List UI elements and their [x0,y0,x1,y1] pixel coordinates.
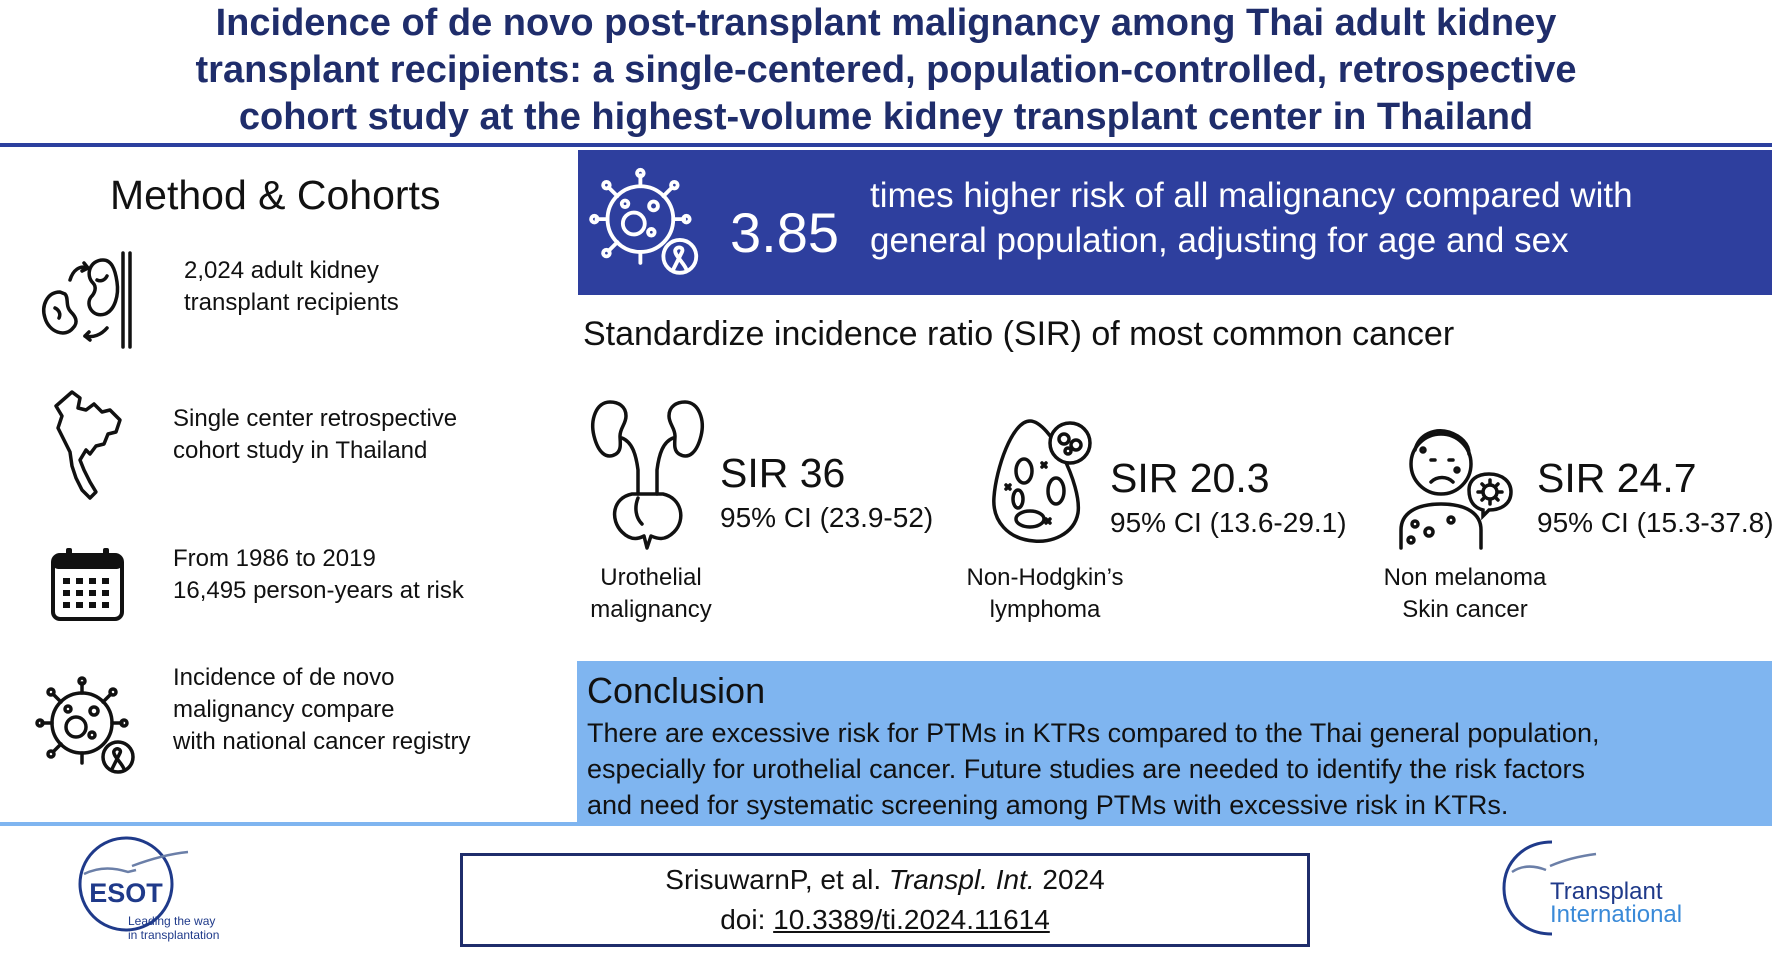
skin-rash-icon [1399,429,1513,550]
method-item-1-line-1: 2,024 adult kidney [184,257,379,284]
transplant-international-logo: Transplant International [1502,840,1682,936]
risk-ratio-line-1: times higher risk of all malignancy comp… [870,176,1633,215]
conclusion-panel [577,661,1772,823]
sir-value-skin-cancer: SIR 24.7 [1537,455,1697,501]
citation-doi-line: doi: 10.3389/ti.2024.11614 [463,904,1307,936]
lymphoma-cell-icon [992,419,1092,544]
citation-year: 2024 [1034,864,1105,895]
page-title: Incidence of de novo post-transplant mal… [0,0,1772,141]
title-line-1: Incidence of de novo post-transplant mal… [215,2,1557,44]
citation-reference: SrisuwarnP, et al. Transpl. Int. 2024 [463,864,1307,896]
citation-box: SrisuwarnP, et al. Transpl. Int. 2024 do… [460,853,1310,947]
urinary-tract-icon [591,400,704,550]
citation-journal: Transpl. Int. [888,864,1035,895]
conclusion-line-1: There are excessive risk for PTMs in KTR… [587,718,1600,748]
sir-ci-skin-cancer: 95% CI (15.3-37.8) [1537,507,1772,538]
esot-tagline-2: in transplantation [128,928,219,942]
kidney-transplant-icon [42,251,132,349]
esot-tagline-1: Leading the way [128,914,215,928]
cancer-cell-icon [589,167,699,275]
sir-heading: Standardize incidence ratio (SIR) of mos… [583,315,1455,353]
risk-ratio-value: 3.85 [730,201,839,264]
citation-doi-link[interactable]: 10.3389/ti.2024.11614 [773,904,1050,935]
citation-authors: SrisuwarnP, et al. [665,864,889,895]
method-item-4: Incidence of de novo malignancy compare … [173,662,470,758]
method-item-4-line-1: Incidence of de novo [173,664,395,691]
method-item-1: 2,024 adult kidney transplant recipients [184,255,399,319]
ti-line-2: International [1550,901,1682,928]
cancer-label-lymphoma: Non-Hodgkin’s lymphoma [950,562,1140,626]
risk-ratio-description: times higher risk of all malignancy comp… [870,173,1633,263]
cancer-label-urothelial-line-1: Urothelial [600,564,702,591]
cancer-cell-icon [35,676,135,774]
cancer-label-lymphoma-line-2: lymphoma [989,596,1101,623]
sir-ci-urothelial: 95% CI (23.9-52) [720,502,934,533]
sir-value-urothelial: SIR 36 [720,450,846,496]
conclusion-heading: Conclusion [587,670,766,711]
cancer-label-lymphoma-line-1: Non-Hodgkin’s [966,564,1124,591]
conclusion-text: There are excessive risk for PTMs in KTR… [587,715,1599,823]
title-line-2: transplant recipients: a single-centered… [195,49,1577,91]
cancer-label-urothelial: Urothelial malignancy [576,562,726,626]
conclusion-line-3: and need for systematic screening among … [587,790,1509,820]
cancer-label-skin-cancer: Non melanoma Skin cancer [1355,562,1575,626]
title-divider [0,143,1772,147]
thailand-map-icon [54,390,122,500]
calendar-icon [51,548,124,621]
footer-divider [0,822,1772,826]
method-item-4-line-3: with national cancer registry [173,728,471,755]
method-item-2-line-1: Single center retrospective [173,405,458,432]
method-heading: Method & Cohorts [110,172,441,218]
method-item-3-line-1: From 1986 to 2019 [173,545,376,572]
cancer-label-urothelial-line-2: malignancy [590,596,712,623]
cancer-label-skin-cancer-line-1: Non melanoma [1383,564,1547,591]
method-item-2-line-2: cohort study in Thailand [173,437,428,464]
esot-name: ESOT [89,878,163,908]
title-line-3: cohort study at the highest-volume kidne… [238,96,1534,138]
method-item-2: Single center retrospective cohort study… [173,403,457,467]
citation-doi-prefix: doi: [720,904,774,935]
risk-ratio-line-2: general population, adjusting for age an… [870,221,1569,260]
method-item-3: From 1986 to 2019 16,495 person-years at… [173,543,464,607]
method-item-3-line-2: 16,495 person-years at risk [173,577,464,604]
conclusion-line-2: especially for urothelial cancer. Future… [587,754,1586,784]
ti-line-1: Transplant [1550,878,1663,905]
method-item-4-line-2: malignancy compare [173,696,395,723]
cancer-label-skin-cancer-line-2: Skin cancer [1402,596,1528,623]
key-finding-banner [578,150,1772,295]
esot-logo: ESOT Leading the way in transplantation [78,836,219,942]
method-item-1-line-2: transplant recipients [184,289,399,316]
sir-ci-lymphoma: 95% CI (13.6-29.1) [1110,507,1347,538]
sir-value-lymphoma: SIR 20.3 [1110,455,1270,501]
